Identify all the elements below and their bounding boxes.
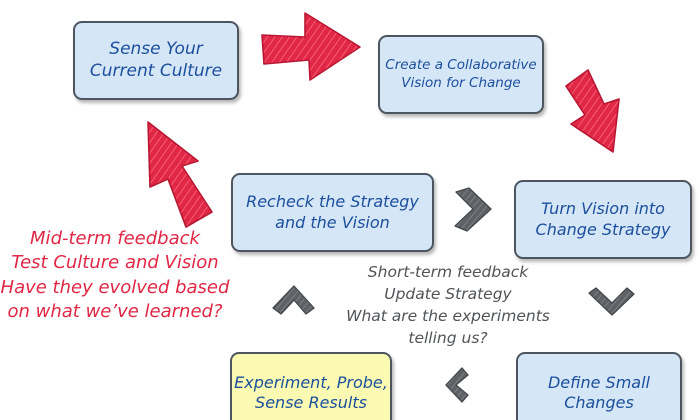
box-sense-culture: Sense Your Current Culture <box>73 21 239 100</box>
red-arrow-up <box>147 121 213 228</box>
box-change-strategy: Turn Vision into Change Strategy <box>514 180 692 259</box>
box-collaborative-vision: Create a Collaborative Vision for Change <box>378 35 544 114</box>
box-experiment: Experiment, Probe, Sense Results <box>230 352 392 420</box>
gray-chevron-down <box>588 287 635 316</box>
box-small-changes: Define Small Changes <box>516 352 682 420</box>
gray-chevron-right <box>454 187 492 232</box>
box-recheck-strategy: Recheck the Strategy and the Vision <box>231 173 434 252</box>
gray-chevron-up <box>272 285 315 315</box>
shortterm-feedback-text: Short-term feedback Update Strategy What… <box>346 263 550 347</box>
red-arrow-right <box>261 12 361 81</box>
midterm-feedback-text: Mid-term feedback Test Culture and Visio… <box>0 228 230 323</box>
gray-chevron-left <box>445 367 469 403</box>
red-arrow-down <box>565 69 620 153</box>
